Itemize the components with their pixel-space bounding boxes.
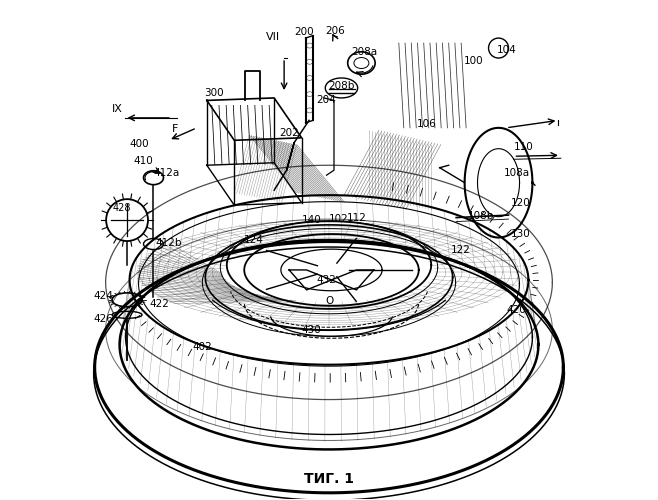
Text: 426: 426: [93, 314, 114, 324]
Text: VII: VII: [266, 32, 280, 42]
Text: 402: 402: [192, 342, 212, 352]
Text: 432: 432: [316, 275, 336, 285]
Text: 124: 124: [244, 235, 264, 245]
Text: 208a: 208a: [351, 46, 377, 56]
Text: 200: 200: [294, 26, 314, 36]
Text: O: O: [325, 296, 333, 306]
Text: 410: 410: [134, 156, 153, 166]
Text: 112: 112: [347, 212, 367, 222]
Text: 120: 120: [511, 198, 531, 207]
Text: 206: 206: [325, 26, 345, 36]
Text: F: F: [172, 124, 178, 134]
Text: 102: 102: [329, 214, 349, 224]
Text: IX: IX: [112, 104, 122, 115]
Text: 110: 110: [514, 142, 534, 152]
Text: 130: 130: [511, 229, 531, 239]
Text: 412a: 412a: [154, 168, 180, 177]
Text: 300: 300: [205, 88, 224, 98]
Text: 140: 140: [301, 215, 321, 225]
Text: 430: 430: [301, 325, 321, 335]
Text: 428: 428: [113, 202, 132, 212]
Text: 424: 424: [93, 291, 114, 301]
Text: 108a: 108a: [503, 168, 530, 177]
Text: 106: 106: [417, 120, 436, 130]
Text: 412b: 412b: [155, 238, 182, 248]
Text: 420: 420: [506, 305, 526, 315]
Text: 108b: 108b: [468, 211, 494, 221]
Text: 100: 100: [464, 56, 484, 66]
Text: 104: 104: [497, 44, 517, 54]
Text: 122: 122: [451, 245, 471, 255]
Text: 400: 400: [130, 140, 149, 149]
Ellipse shape: [325, 78, 358, 98]
Text: 208b: 208b: [328, 82, 355, 92]
Text: ΤИГ. 1: ΤИГ. 1: [304, 472, 354, 486]
Text: 422: 422: [149, 299, 169, 309]
Text: 202: 202: [279, 128, 299, 138]
Text: 204: 204: [316, 96, 336, 106]
